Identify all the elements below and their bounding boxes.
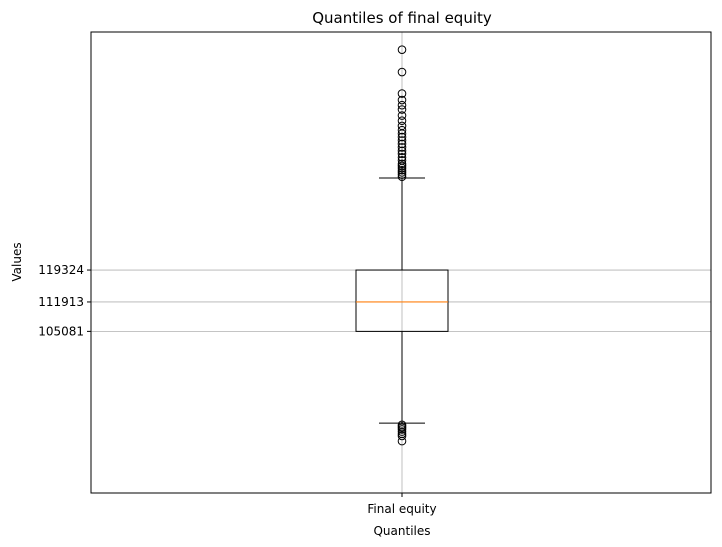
box-plot (355, 177, 449, 424)
outlier-point-high (397, 136, 407, 145)
outlier-point-high (397, 156, 407, 165)
outlier-point-high (397, 100, 407, 110)
y-axis-ticks: 105081 111913 119324 (38, 263, 91, 338)
outlier-point-high (397, 116, 407, 126)
outlier-point-high (397, 132, 407, 142)
outlier-point-high (397, 105, 407, 114)
x-tick-label: Final equity (367, 502, 436, 516)
y-tick-label: 105081 (38, 324, 84, 338)
outlier-point-high (397, 146, 407, 156)
outlier-point-low (397, 427, 407, 436)
outlier-point-high (397, 125, 407, 135)
outlier-point-high (397, 139, 407, 149)
outlier-point-high (397, 149, 407, 159)
x-axis-label: Quantiles (373, 524, 430, 538)
outlier-point-high (397, 172, 407, 181)
outlier-point-low (397, 425, 407, 434)
box-iqr (355, 269, 449, 332)
outlier-point-low (397, 431, 407, 441)
outlier-point-high (397, 67, 407, 77)
y-axis-label: Values (10, 242, 24, 281)
outlier-point-high (397, 45, 407, 54)
chart-title: Quantiles of final equity (312, 9, 492, 27)
outlier-point-high (397, 143, 407, 152)
outlier-point-high (397, 161, 407, 171)
y-tick-label: 119324 (38, 263, 84, 277)
outlier-point-high (397, 165, 407, 175)
outlier-point-high (397, 89, 407, 98)
outlier-point-low (397, 436, 407, 446)
outlier-point-high (397, 95, 407, 105)
outlier-points (397, 45, 407, 446)
outlier-point-high (397, 168, 407, 177)
outlier-point-high (397, 170, 407, 179)
outlier-point-high (397, 159, 407, 169)
outlier-point-high (397, 111, 407, 120)
y-tick-label: 111913 (38, 295, 84, 309)
plot-area-frame (90, 31, 712, 494)
outlier-point-high (397, 121, 407, 131)
outlier-point-high (397, 153, 407, 162)
x-axis-ticks: Final equity (367, 493, 437, 516)
